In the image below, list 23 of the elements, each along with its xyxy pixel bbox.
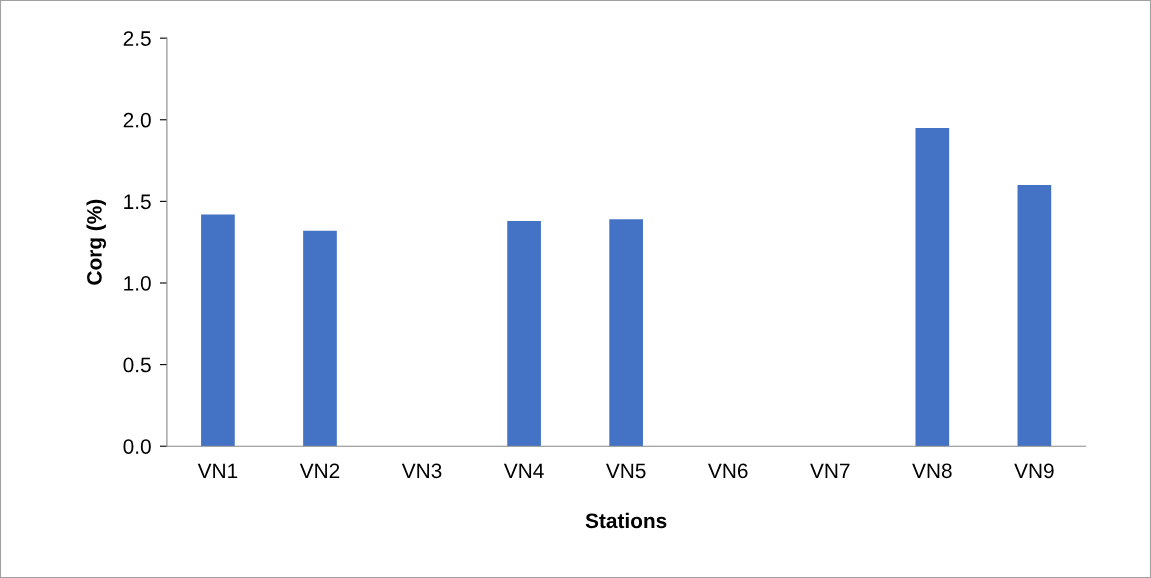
bar (1017, 185, 1052, 447)
bar (303, 230, 337, 447)
y-tick-label: 1.5 (124, 194, 151, 210)
bar (609, 219, 643, 447)
y-tick-label: 2.0 (123, 112, 151, 128)
bar (915, 127, 950, 447)
x-tick-label: VN7 (810, 463, 850, 478)
x-tick-label: VN9 (1014, 463, 1054, 479)
y-tick-label: 0.5 (123, 357, 151, 373)
y-tick-label: 2.5 (123, 31, 151, 46)
x-tick-label: VN1 (197, 463, 238, 478)
x-axis-title: Stations (585, 512, 667, 529)
x-tick-label: VN5 (605, 463, 646, 479)
x-tick-label: VN2 (299, 463, 340, 478)
y-axis-title: Corg (%) (86, 199, 106, 285)
bar (201, 214, 235, 447)
y-tick-label: 1.0 (124, 275, 151, 291)
x-tick-label: VN3 (401, 463, 442, 479)
x-tick-label: VN4 (503, 463, 544, 478)
bar (507, 220, 541, 447)
x-tick-label: VN6 (708, 463, 748, 479)
x-tick-label: VN8 (912, 463, 952, 479)
y-tick-label: 0.0 (123, 439, 151, 454)
